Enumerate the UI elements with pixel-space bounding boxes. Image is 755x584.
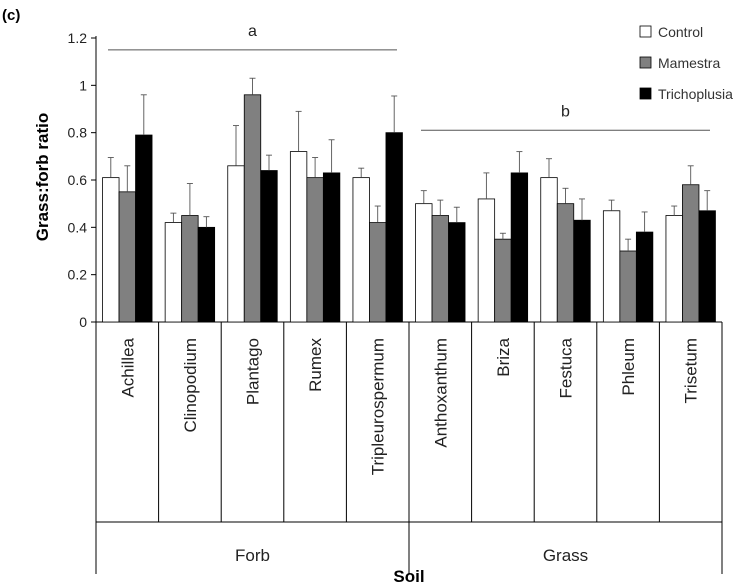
legend-label: Mamestra — [658, 55, 720, 71]
bar — [556, 203, 575, 323]
significance-label: a — [248, 23, 257, 40]
bar — [352, 177, 370, 323]
bar — [494, 238, 512, 323]
bar — [415, 203, 433, 323]
bar — [135, 134, 153, 323]
x-axis-title: Soil — [393, 567, 424, 584]
bar — [682, 184, 700, 323]
significance-label: b — [561, 103, 570, 120]
category-label: Achillea — [118, 337, 137, 397]
bar — [227, 165, 245, 323]
y-tick-label: 0.8 — [68, 125, 88, 141]
bar — [289, 151, 308, 323]
category-label: Rumex — [306, 338, 325, 392]
category-label: Phleum — [619, 338, 638, 396]
y-axis-title: Grass:forb ratio — [33, 113, 52, 241]
bar — [118, 191, 136, 323]
y-tick-label: 0.4 — [68, 219, 88, 235]
bar — [602, 210, 621, 323]
group-label: Grass — [543, 546, 588, 565]
panel-label: (c) — [2, 7, 20, 24]
legend-label: Control — [658, 24, 703, 40]
legend-swatch — [639, 56, 652, 69]
bar — [322, 172, 341, 323]
bar — [619, 250, 637, 323]
bar — [306, 177, 324, 323]
category-label: Festuca — [557, 337, 576, 398]
legend-swatch — [639, 87, 652, 100]
bar — [510, 172, 529, 323]
category-label: Trisetum — [682, 338, 701, 404]
bar — [164, 222, 183, 323]
legend: Control Mamestra Trichoplusia — [639, 24, 733, 102]
bar — [197, 226, 216, 323]
legend-label: Trichoplusia — [658, 86, 733, 102]
plot-area: 0 0.2 0.4 0.6 0.8 1 1.2 Achillea Clinopodium Plan… — [68, 23, 723, 574]
bar — [369, 222, 387, 323]
bar — [181, 215, 199, 323]
category-label: Tripleurospermum — [369, 338, 388, 475]
bar — [635, 231, 654, 323]
bar — [431, 215, 449, 323]
bar — [448, 222, 466, 323]
bar — [477, 198, 496, 323]
bar — [385, 132, 403, 323]
y-tick-label: 0.6 — [68, 172, 88, 188]
bar — [260, 170, 278, 323]
bar — [573, 219, 591, 323]
category-label: Anthoxanthum — [431, 338, 450, 448]
bar — [698, 210, 716, 323]
bar — [665, 215, 683, 323]
bar — [102, 177, 120, 323]
category-label: Clinopodium — [181, 338, 200, 433]
y-tick-label: 1.2 — [68, 30, 88, 46]
bar — [243, 94, 262, 323]
bar — [540, 177, 558, 323]
category-label: Plantago — [244, 338, 263, 405]
group-label: Forb — [235, 546, 270, 565]
category-label: Briza — [494, 337, 513, 376]
legend-swatch — [639, 25, 652, 38]
y-tick-label: 1 — [79, 77, 87, 93]
y-tick-label: 0.2 — [68, 267, 88, 283]
y-tick-label: 0 — [79, 314, 87, 330]
